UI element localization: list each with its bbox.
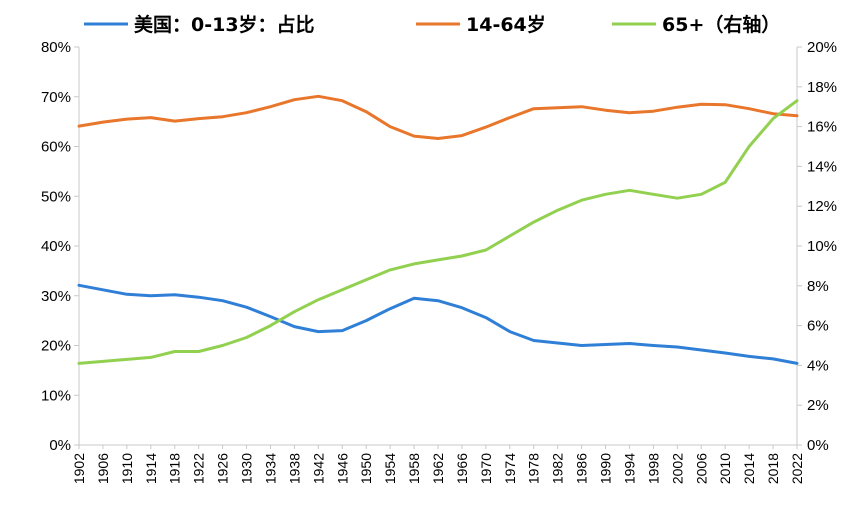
left-tick-label: 20% (41, 338, 71, 355)
x-tick-label: 1978 (526, 453, 542, 484)
x-tick-label: 1918 (167, 453, 183, 484)
right-tick-label: 12% (807, 198, 837, 215)
x-tick-label: 1914 (143, 453, 159, 484)
right-tick-label: 20% (807, 39, 837, 56)
x-tick-label: 1974 (502, 453, 518, 484)
legend: 美国：0-13岁：占比 14-64岁 65+（右轴） (84, 13, 780, 36)
x-tick-label: 1922 (191, 453, 207, 484)
x-tick-label: 1950 (358, 453, 374, 484)
x-tick-label: 2018 (765, 453, 781, 484)
x-tick-label: 1942 (310, 453, 326, 484)
right-tick-label: 16% (807, 119, 837, 136)
series-line-1 (77, 94, 799, 140)
x-tick-label: 1934 (262, 453, 278, 484)
left-tick-label: 0% (49, 437, 71, 454)
x-tick-label: 1966 (454, 453, 470, 484)
x-axis-ticks: 1902 1906 1910 1914 1918 1922 1926 1930 1934 1938… (71, 445, 805, 484)
series-line-2 (77, 99, 799, 365)
left-tick-label: 50% (41, 188, 71, 205)
x-tick-label: 1958 (406, 453, 422, 484)
x-tick-label: 1938 (286, 453, 302, 484)
x-tick-label: 2022 (789, 453, 805, 484)
legend-label-65-plus: 65+（右轴） (662, 13, 780, 36)
right-tick-label: 8% (807, 278, 829, 295)
left-tick-label: 80% (41, 39, 71, 56)
x-tick-label: 2006 (693, 453, 709, 484)
x-tick-label: 1998 (645, 453, 661, 484)
x-tick-label: 1910 (119, 453, 135, 484)
right-tick-label: 14% (807, 158, 837, 175)
right-tick-label: 10% (807, 238, 837, 255)
legend-item-14-64: 14-64岁 (416, 13, 546, 36)
left-tick-label: 30% (41, 288, 71, 305)
x-tick-label: 1954 (382, 453, 398, 484)
x-tick-label: 2010 (717, 453, 733, 484)
x-tick-label: 1962 (430, 453, 446, 484)
x-tick-label: 1926 (215, 453, 231, 484)
series-line-0 (77, 283, 799, 365)
x-tick-label: 1946 (334, 453, 350, 484)
left-tick-label: 10% (41, 387, 71, 404)
left-tick-label: 40% (41, 238, 71, 255)
right-y-axis-ticks: 0% 2% 4% 6% 8% 10% 12% 14% 16% 18% 20% (797, 39, 837, 454)
legend-item-65-plus: 65+（右轴） (612, 13, 780, 36)
x-tick-label: 1990 (598, 453, 614, 484)
x-tick-label: 1970 (478, 453, 494, 484)
right-tick-label: 2% (807, 397, 829, 414)
right-tick-label: 0% (807, 437, 829, 454)
x-tick-label: 1982 (550, 453, 566, 484)
right-tick-label: 4% (807, 357, 829, 374)
right-tick-label: 6% (807, 318, 829, 335)
x-tick-label: 1986 (574, 453, 590, 484)
series-lines (77, 94, 799, 365)
x-tick-label: 1906 (95, 453, 111, 484)
x-tick-label: 1902 (71, 453, 87, 484)
legend-label-0-13: 美国：0-13岁：占比 (134, 13, 315, 36)
x-tick-label: 1994 (621, 453, 637, 484)
left-y-axis-ticks: 0% 10% 20% 30% 40% 50% 60% 70% 80% (41, 39, 79, 454)
legend-item-0-13: 美国：0-13岁：占比 (84, 13, 315, 36)
x-tick-label: 1930 (239, 453, 255, 484)
left-tick-label: 70% (41, 89, 71, 106)
left-tick-label: 60% (41, 139, 71, 156)
x-tick-label: 2014 (741, 453, 757, 484)
right-tick-label: 18% (807, 79, 837, 96)
x-tick-label: 2002 (669, 453, 685, 484)
legend-label-14-64: 14-64岁 (466, 13, 546, 36)
